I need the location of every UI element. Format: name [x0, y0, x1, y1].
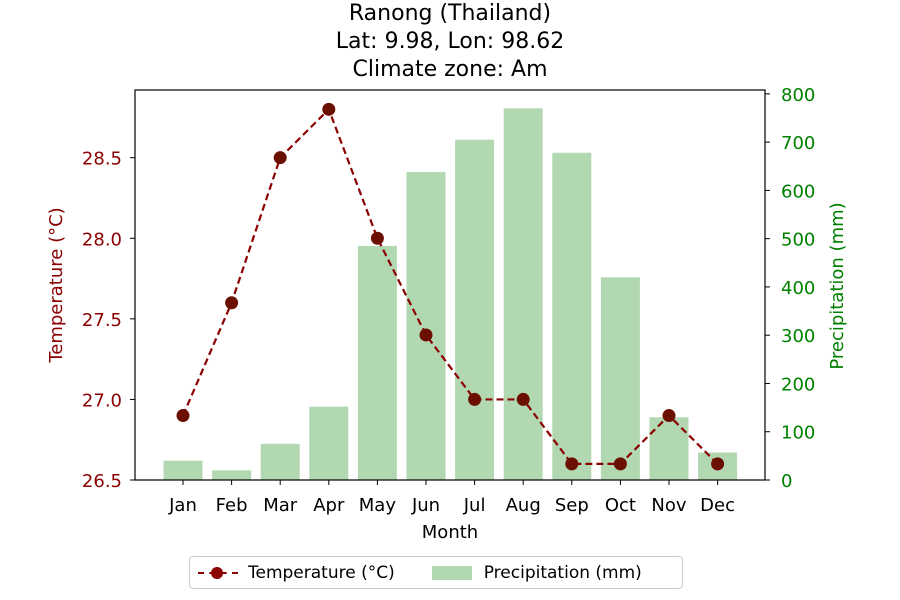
title-line-2: Lat: 9.98, Lon: 98.62: [335, 29, 565, 54]
precipitation-bar-may: [357, 245, 397, 480]
y-left-tick-label: 27.0: [82, 390, 122, 411]
temperature-point-nov: [662, 409, 676, 423]
x-tick-label: Mar: [263, 495, 298, 516]
y-right-tick-label: 500: [781, 230, 815, 251]
y-right-axis-label: Precipitation (mm): [827, 202, 848, 369]
y-right-tick-label: 400: [781, 278, 815, 299]
precipitation-bar-oct: [600, 277, 640, 480]
y-right-tick-label: 300: [781, 326, 815, 347]
x-tick-label: Feb: [216, 495, 248, 516]
title-line-3: Climate zone: Am: [352, 57, 548, 82]
x-tick-label: Nov: [651, 495, 686, 516]
temperature-point-mar: [273, 151, 287, 165]
y-right-tick-label: 600: [781, 181, 815, 202]
temperature-point-aug: [516, 392, 530, 406]
y-left-tick-label: 26.5: [82, 471, 122, 492]
y-right-tick-label: 200: [781, 374, 815, 395]
precipitation-bar-feb: [212, 470, 252, 480]
temperature-point-jan: [176, 409, 190, 423]
x-tick-label: Jun: [411, 495, 440, 516]
x-axis-label: Month: [422, 522, 478, 543]
y-right-tick-label: 0: [781, 471, 792, 492]
y-right-tick-label: 100: [781, 423, 815, 444]
legend-line-marker: [198, 566, 238, 580]
temperature-point-may: [370, 231, 384, 245]
chart-title: Ranong (Thailand) Lat: 9.98, Lon: 98.62 …: [0, 0, 900, 84]
temperature-point-apr: [322, 102, 336, 116]
precipitation-bar-sep: [552, 152, 592, 480]
temperature-point-feb: [225, 296, 239, 310]
y-left-tick-label: 28.0: [82, 229, 122, 250]
x-tick-label: Jul: [463, 495, 486, 516]
temperature-point-oct: [613, 457, 627, 471]
legend-item-temperature: Temperature (°C): [198, 563, 395, 583]
y-right-tick-label: 800: [781, 85, 815, 106]
precipitation-bar-apr: [309, 406, 349, 480]
temperature-point-jun: [419, 328, 433, 342]
legend-bar-swatch: [431, 565, 472, 580]
y-left-tick-label: 27.5: [82, 310, 122, 331]
x-tick-label: Jan: [168, 495, 197, 516]
temperature-point-jul: [468, 392, 482, 406]
legend-label-temperature: Temperature (°C): [248, 562, 395, 583]
temperature-line: [181, 107, 719, 465]
precipitation-bar-jul: [455, 139, 495, 481]
x-tick-label: May: [359, 495, 397, 516]
precipitation-bar-jan: [163, 460, 203, 480]
x-tick-label: Aug: [506, 495, 541, 516]
x-tick-label: Apr: [313, 495, 345, 516]
title-line-1: Ranong (Thailand): [348, 1, 552, 26]
precipitation-bar-aug: [503, 108, 543, 480]
temperature-point-sep: [565, 457, 579, 471]
y-right-tick-label: 700: [781, 133, 815, 154]
x-tick-label: Dec: [700, 495, 735, 516]
y-left-tick-label: 28.5: [82, 149, 122, 170]
plot-frame: [134, 89, 766, 481]
precipitation-bar-mar: [260, 443, 300, 480]
temperature-point-dec: [711, 457, 725, 471]
legend-label-precipitation: Precipitation (mm): [483, 562, 642, 583]
y-left-axis-label: Temperature (°C): [46, 207, 67, 363]
x-tick-label: Oct: [605, 495, 636, 516]
chart-legend: Temperature (°C) Precipitation (mm): [189, 556, 683, 589]
x-tick-label: Sep: [555, 495, 589, 516]
precipitation-bar-nov: [649, 417, 689, 480]
legend-item-precipitation: Precipitation (mm): [431, 562, 642, 583]
precipitation-bar-jun: [406, 172, 446, 481]
